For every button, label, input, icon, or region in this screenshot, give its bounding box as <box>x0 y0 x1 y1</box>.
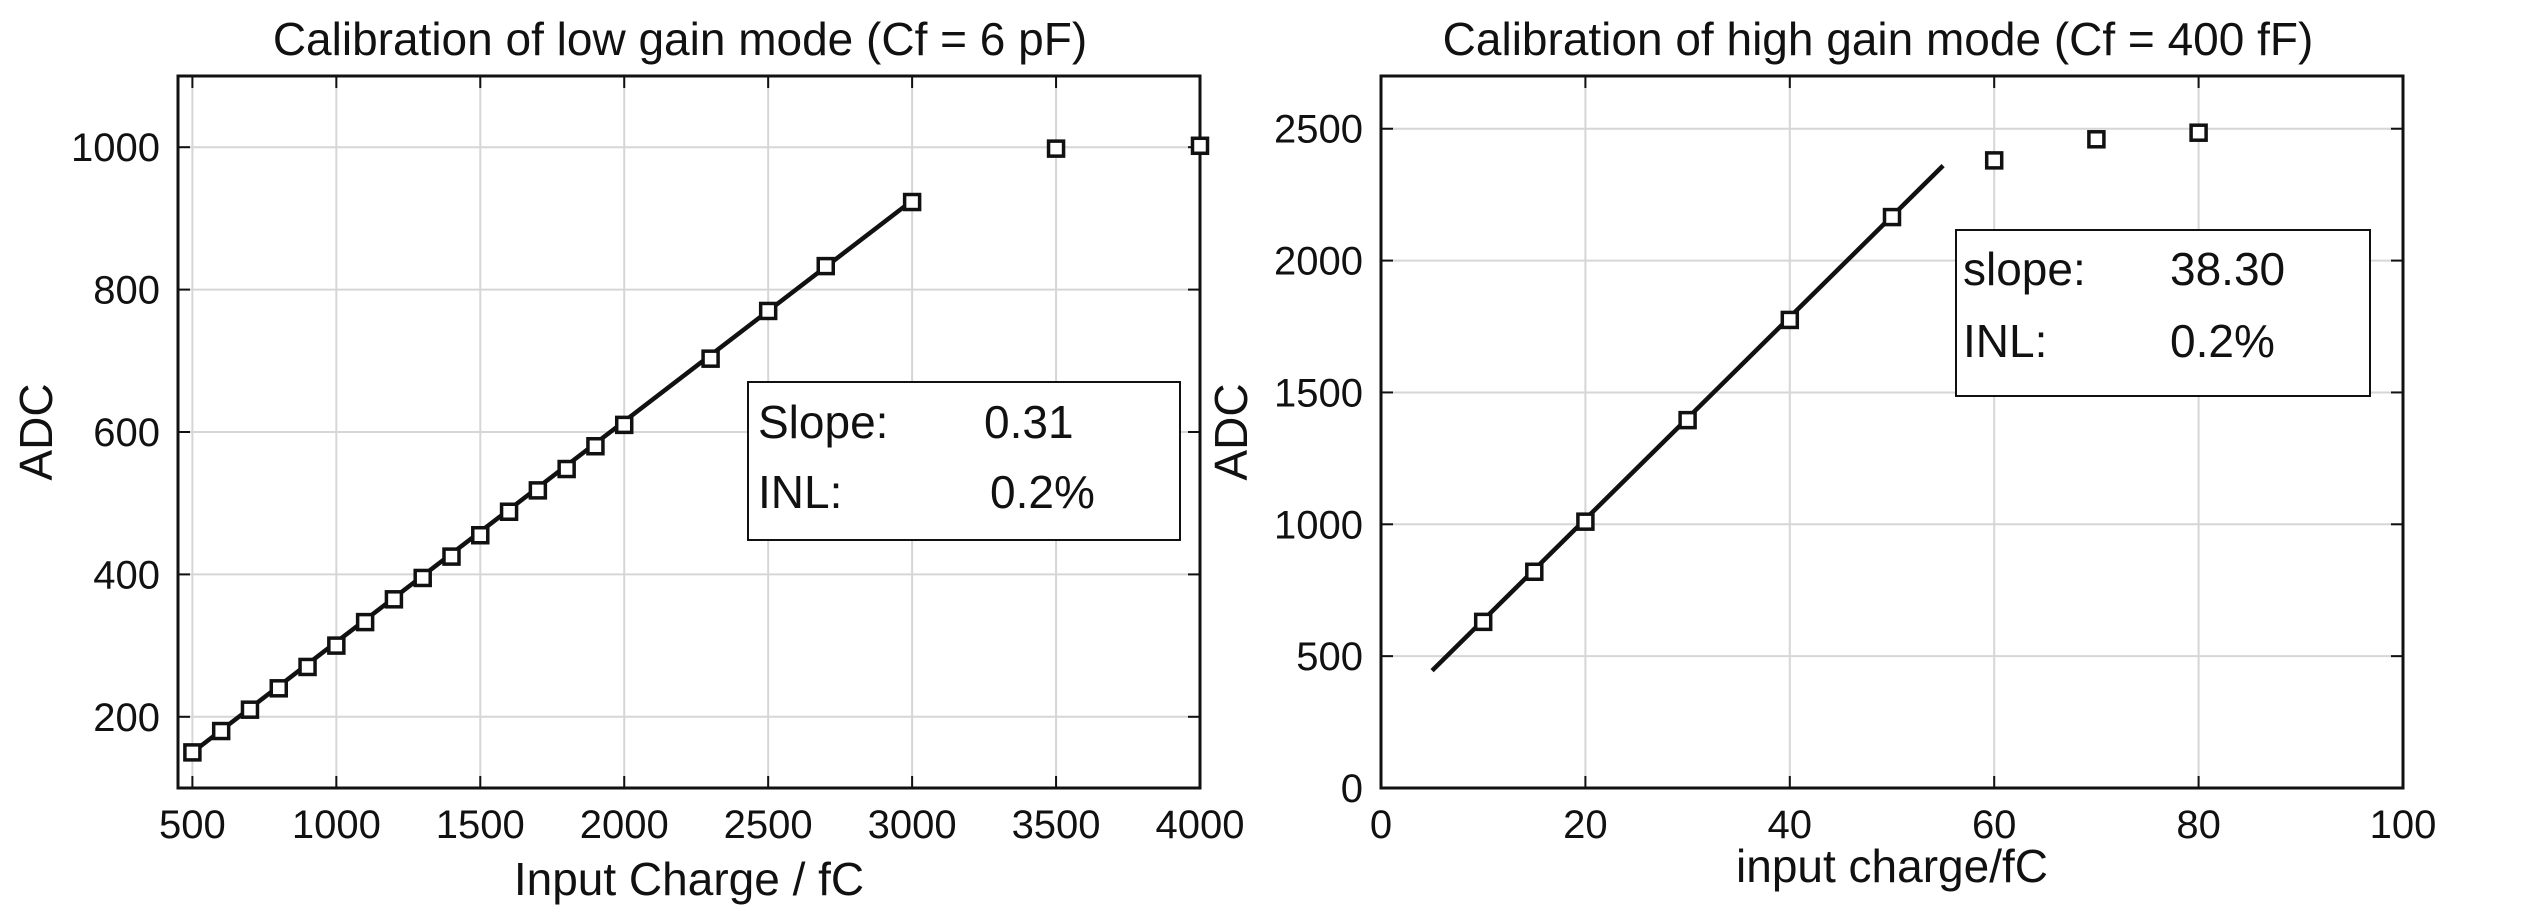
data-point <box>384 590 404 609</box>
x-axis-label: Input Charge / fC <box>514 853 864 905</box>
y-tick-label: 200 <box>93 696 160 740</box>
data-point <box>701 349 720 368</box>
x-tick-label: 40 <box>1768 803 1813 847</box>
slope-value: 38.30 <box>2170 243 2285 295</box>
high-gain-calibration-chart: 0 20 40 60 80 10005001000150020002500Calibrat… <box>1205 13 2436 892</box>
inl-label: INL: <box>758 466 842 518</box>
data-point <box>1678 410 1697 430</box>
data-point <box>413 568 432 588</box>
x-tick-label: 3500 <box>1012 803 1101 847</box>
y-tick-label: 800 <box>93 269 160 313</box>
data-point <box>499 502 519 521</box>
data-point <box>1984 151 2004 170</box>
low-gain-calibration-chart: 500 1000 1500 2000 2500 3000 3500 4000 200 400 600… <box>10 13 1244 905</box>
data-point <box>528 481 548 500</box>
data-point <box>1190 136 1210 156</box>
annotation-box <box>1955 229 2371 397</box>
chart-title: Calibration of low gain mode (Cf = 6 pF) <box>273 13 1087 65</box>
y-tick-label: 600 <box>93 411 160 455</box>
x-tick-label: 2000 <box>580 803 669 847</box>
data-point <box>557 459 576 479</box>
data-point <box>758 301 778 321</box>
data-point <box>2087 130 2106 149</box>
x-tick-label: 100 <box>2370 803 2437 847</box>
data-point <box>1525 562 1544 582</box>
data-point <box>816 256 835 276</box>
y-tick-label: 2500 <box>1274 108 1363 152</box>
y-tick-label: 1000 <box>1274 503 1363 547</box>
data-point <box>298 657 317 677</box>
x-tick-label: 4000 <box>1156 803 1245 847</box>
data-point <box>1576 512 1595 531</box>
annotation-box <box>747 381 1181 541</box>
plot-area-frame <box>176 74 1202 790</box>
data-point <box>614 415 634 435</box>
inl-value: 0.2% <box>2170 315 2275 367</box>
data-point <box>442 547 461 566</box>
x-tick-label: 20 <box>1563 803 1608 847</box>
data-point <box>586 436 605 456</box>
data-point <box>1046 139 1066 158</box>
x-tick-label: 1500 <box>436 803 525 847</box>
data-point <box>1473 612 1493 632</box>
y-axis-label: ADC <box>10 383 62 480</box>
data-point <box>211 721 231 741</box>
data-point <box>1780 310 1800 330</box>
x-tick-label: 2500 <box>724 803 813 847</box>
y-tick-label: 1000 <box>71 126 160 170</box>
data-point <box>2189 123 2208 142</box>
inl-value: 0.2% <box>990 466 1095 518</box>
data-point <box>183 743 202 762</box>
slope-label: slope: <box>1963 243 2086 295</box>
inl-label: INL: <box>1963 315 2047 367</box>
x-tick-label: 1000 <box>292 803 381 847</box>
x-tick-label: 3000 <box>868 803 957 847</box>
data-point <box>327 636 346 655</box>
data-point <box>240 700 260 719</box>
y-tick-label: 1500 <box>1274 371 1363 415</box>
x-tick-label: 60 <box>1972 803 2017 847</box>
x-tick-label: 0 <box>1370 803 1392 847</box>
y-tick-label: 2000 <box>1274 240 1363 284</box>
y-tick-label: 400 <box>93 553 160 597</box>
plot-area-frame <box>1379 74 2405 790</box>
y-tick-label: 500 <box>1296 635 1363 679</box>
data-point <box>471 525 490 545</box>
data-point <box>269 679 289 698</box>
slope-value: 0.31 <box>984 396 1074 448</box>
x-tick-label: 500 <box>159 803 226 847</box>
y-axis-label: ADC <box>1205 383 1257 480</box>
y-tick-label: 0 <box>1341 767 1363 811</box>
slope-label: Slope: <box>758 396 888 448</box>
x-tick-label: 80 <box>2176 803 2221 847</box>
data-point <box>355 612 375 632</box>
chart-title: Calibration of high gain mode (Cf = 400 … <box>1443 13 2314 65</box>
data-point <box>902 192 922 212</box>
x-axis-label: input charge/fC <box>1736 840 2048 892</box>
data-point <box>1882 207 1902 227</box>
